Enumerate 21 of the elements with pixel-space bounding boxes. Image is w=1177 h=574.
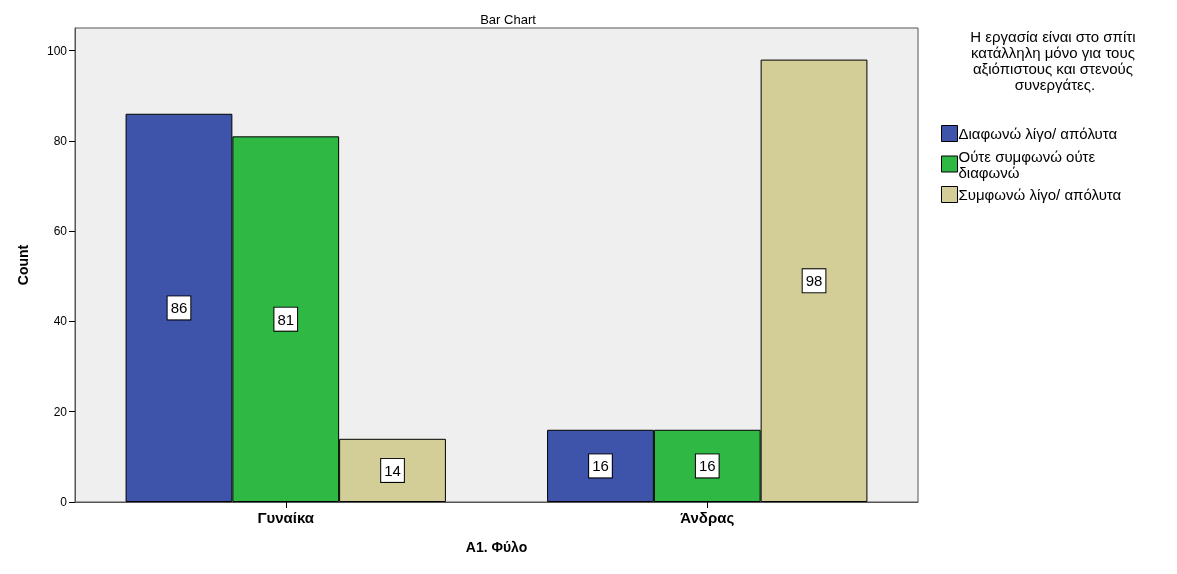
y-tick-label: 80 [53, 133, 68, 148]
data-label: 16 [698, 457, 716, 475]
x-axis-title: A1. Φύλο [465, 539, 528, 555]
y-tick-label: 60 [53, 224, 68, 239]
x-tick-label: Γυναίκα [257, 509, 315, 526]
chart-title: Bar Chart [480, 12, 537, 27]
legend-label: Διαφωνώ λίγο/ απόλυτα [958, 125, 1118, 142]
legend-label: Ούτε συμφωνώ ούτε διαφωνώ [958, 147, 1100, 181]
y-tick-label: 20 [53, 404, 68, 419]
data-label: 98 [805, 272, 823, 290]
data-label: 14 [384, 461, 401, 479]
y-tick-label: 40 [53, 314, 68, 329]
data-label: 16 [592, 457, 609, 475]
data-label: 81 [277, 310, 295, 328]
data-label: 86 [170, 299, 188, 317]
y-axis-title: Count [15, 244, 31, 286]
y-tick-label: 0 [60, 495, 68, 509]
y-tick-label: 100 [46, 43, 68, 58]
legend-label: Συμφωνώ λίγο/ απόλυτα [958, 186, 1122, 203]
legend-title: Η εργασία είναι στο σπίτι κατάλληλη μόνο για τους αξιόπιστους και στενούς συνεργάτες. [970, 27, 1140, 93]
x-tick-label: Άνδρας [680, 509, 735, 526]
